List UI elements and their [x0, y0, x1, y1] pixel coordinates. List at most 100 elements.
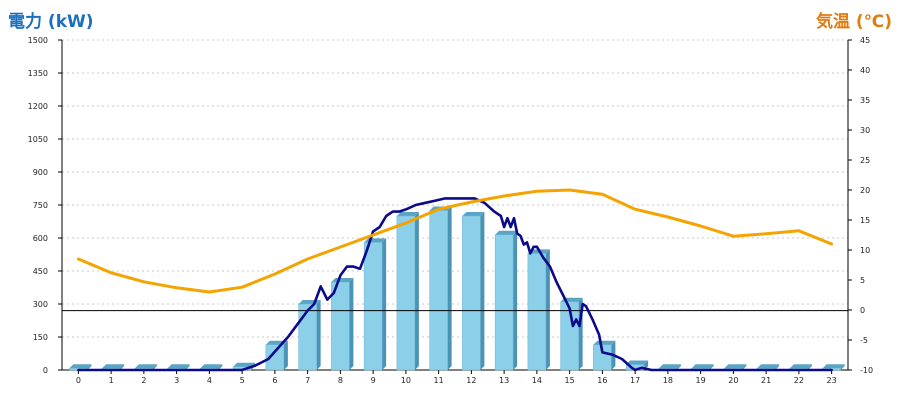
bar-top — [134, 364, 157, 369]
bar-top — [626, 360, 649, 365]
y-left-tick-label: 1500 — [28, 36, 48, 45]
bar-side — [185, 364, 190, 370]
x-tick-label: 11 — [434, 376, 444, 385]
y-left-tick-label: 750 — [33, 201, 48, 210]
bar-top — [495, 230, 518, 235]
bar-side — [218, 364, 223, 370]
bar-top — [658, 364, 681, 369]
y-right-tick-label: 30 — [860, 126, 870, 135]
y-right-tick-label: 5 — [860, 276, 865, 285]
bar-side — [513, 230, 518, 370]
y-left-tick-label: 150 — [33, 333, 48, 342]
y-right-tick-label: 10 — [860, 246, 870, 255]
y-left-tick-label: 1350 — [28, 69, 48, 78]
bar — [396, 215, 416, 371]
bar-top — [233, 362, 256, 367]
bar — [494, 234, 514, 371]
bar — [298, 303, 317, 371]
bar-top — [396, 212, 419, 216]
bar-side — [447, 206, 452, 370]
y-right-tick-label: 40 — [860, 66, 870, 75]
bar — [331, 281, 350, 371]
x-tick-label: 15 — [565, 376, 575, 385]
x-tick-label: 7 — [305, 376, 310, 385]
x-tick-label: 5 — [240, 376, 245, 385]
bar — [265, 344, 285, 371]
x-tick-label: 10 — [401, 376, 411, 385]
bar — [560, 301, 579, 371]
bar — [363, 242, 383, 371]
y-left-tick-label: 450 — [33, 267, 48, 276]
y-right-tick-label: 15 — [860, 216, 870, 225]
bar-top — [593, 340, 616, 345]
y-right-tick-label: 0 — [860, 306, 865, 315]
bar-side — [709, 364, 714, 370]
bar-top — [724, 364, 747, 369]
bar-top — [789, 364, 812, 369]
x-tick-label: 1 — [109, 376, 114, 385]
x-tick-label: 21 — [761, 376, 771, 385]
bar-side — [382, 238, 387, 370]
y-left-tick-label: 0 — [43, 366, 48, 375]
bar-side — [807, 364, 812, 370]
y-left-tick-label: 1050 — [28, 135, 48, 144]
bar-side — [676, 364, 681, 370]
x-tick-label: 12 — [466, 376, 476, 385]
x-tick-label: 6 — [272, 376, 277, 385]
x-tick-label: 20 — [728, 376, 738, 385]
bar-side — [840, 364, 845, 370]
power-line — [77, 197, 833, 372]
bar-top — [462, 212, 485, 216]
y-left-tick-label: 1200 — [28, 102, 48, 111]
bar-side — [120, 364, 125, 370]
x-tick-label: 16 — [597, 376, 607, 385]
bar-side — [152, 364, 157, 370]
bar-top — [167, 364, 190, 369]
bar — [462, 215, 481, 371]
x-tick-label: 0 — [76, 376, 81, 385]
y-left-tick-label: 600 — [33, 234, 48, 243]
y-left-tick-label: 900 — [33, 168, 48, 177]
bar-top — [822, 364, 845, 369]
bar-top — [757, 364, 780, 369]
bar-side — [316, 300, 321, 370]
bar-side — [349, 278, 354, 370]
x-tick-label: 9 — [371, 376, 376, 385]
bar — [527, 253, 547, 371]
x-tick-label: 18 — [663, 376, 673, 385]
bar-side — [545, 249, 550, 370]
x-tick-label: 13 — [499, 376, 509, 385]
bar-side — [87, 364, 92, 370]
bar-side — [742, 364, 747, 370]
bar-top — [102, 364, 125, 369]
left-axis-title: 電力 (kW) — [8, 12, 94, 32]
x-tick-label: 22 — [794, 376, 804, 385]
y-left-tick-label: 300 — [33, 300, 48, 309]
x-tick-label: 8 — [338, 376, 343, 385]
bar-side — [414, 212, 419, 370]
bar-top — [69, 364, 92, 369]
bar-side — [775, 364, 780, 370]
y-right-tick-label: 35 — [860, 96, 870, 105]
y-right-tick-label: 25 — [860, 156, 870, 165]
bar-top — [691, 364, 714, 369]
bar-top — [200, 364, 223, 369]
right-axis-title: 気温 (℃) — [815, 12, 892, 32]
x-tick-label: 23 — [827, 376, 837, 385]
x-tick-label: 4 — [207, 376, 212, 385]
y-right-tick-label: 20 — [860, 186, 870, 195]
bar-top — [331, 278, 354, 282]
y-right-tick-label: -10 — [860, 366, 873, 375]
bar — [593, 344, 612, 371]
y-right-tick-label: 45 — [860, 36, 870, 45]
bar-side — [283, 340, 288, 370]
x-tick-label: 14 — [532, 376, 542, 385]
temperature-line — [76, 188, 834, 294]
x-tick-label: 2 — [141, 376, 146, 385]
x-tick-label: 3 — [174, 376, 179, 385]
bar-side — [480, 212, 485, 370]
x-tick-label: 19 — [696, 376, 706, 385]
y-right-tick-label: -5 — [860, 336, 868, 345]
x-tick-label: 17 — [630, 376, 640, 385]
